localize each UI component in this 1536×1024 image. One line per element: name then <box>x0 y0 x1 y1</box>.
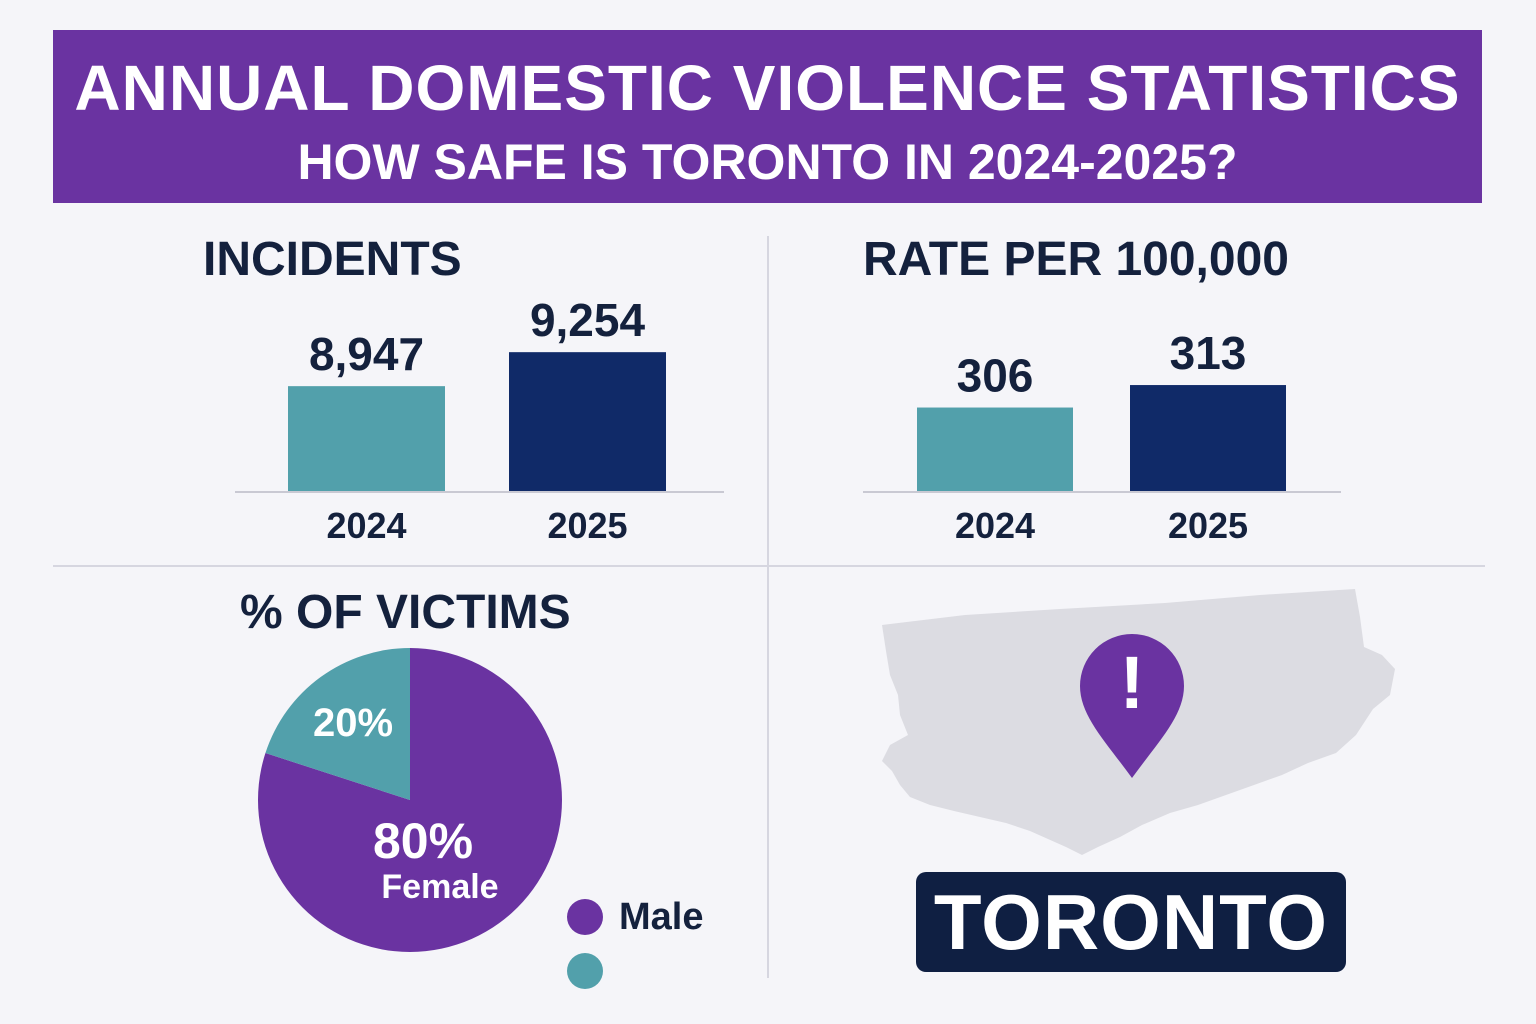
subtitle: HOW SAFE IS TORONTO IN 2024-2025? <box>297 134 1238 190</box>
rate-category-label-2024: 2024 <box>955 505 1035 546</box>
pin-exclamation: ! <box>1120 641 1145 724</box>
legend-dot-male <box>567 899 603 935</box>
title-banner: ANNUAL DOMESTIC VIOLENCE STATISTICS HOW … <box>53 30 1482 203</box>
city-label: TORONTO <box>916 872 1346 972</box>
rate-value-label-2024: 306 <box>957 350 1034 402</box>
rate-category-label-2025: 2025 <box>1168 505 1248 546</box>
main-title: ANNUAL DOMESTIC VIOLENCE STATISTICS <box>74 52 1461 124</box>
incidents-bar-2024 <box>288 386 445 491</box>
horizontal-divider <box>53 565 1485 567</box>
rate-chart: 306 2024 313 2025 <box>863 327 1341 546</box>
rate-title: RATE PER 100,000 <box>863 233 1289 286</box>
vertical-divider <box>767 236 769 978</box>
rate-value-label-2025: 313 <box>1170 327 1247 379</box>
incidents-title: INCIDENTS <box>203 233 462 286</box>
legend-label-male: Male <box>619 896 704 938</box>
legend-item-teal <box>567 953 619 989</box>
incidents-value-label-2024: 8,947 <box>309 328 424 380</box>
incidents-bar-2025 <box>509 352 666 491</box>
pie-slice-1 <box>265 648 410 800</box>
rate-bar-2024 <box>917 407 1073 491</box>
rate-bar-2025 <box>1130 385 1286 491</box>
legend-dot-teal <box>567 953 603 989</box>
pie-label-female-name: Female <box>381 868 498 906</box>
pie-label-female-percent: 80% <box>373 813 473 869</box>
incidents-category-label-2024: 2024 <box>326 505 406 546</box>
pie-label-teal-percent: 20% <box>313 701 393 745</box>
alert-pin-icon: ! <box>1080 634 1184 778</box>
victims-title: % OF VICTIMS <box>240 586 571 639</box>
incidents-chart: 8,947 2024 9,254 2025 <box>235 294 724 546</box>
incidents-value-label-2025: 9,254 <box>530 294 646 346</box>
legend-item-male: Male <box>567 897 703 937</box>
incidents-category-label-2025: 2025 <box>547 505 627 546</box>
victims-pie-chart: 80%Female 20% <box>258 648 562 952</box>
toronto-map: ! <box>870 585 1410 885</box>
